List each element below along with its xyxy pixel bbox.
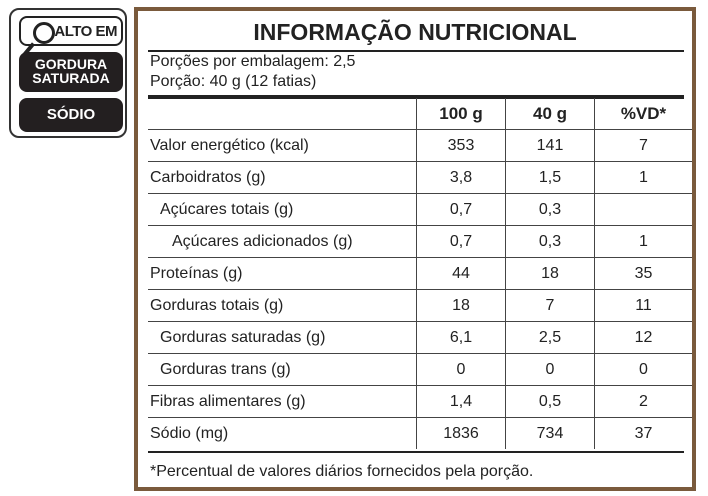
value-vd: 12: [594, 321, 692, 354]
nutrient-name: Proteínas (g): [148, 257, 417, 290]
value-vd: [594, 193, 692, 226]
column-header-serving: 40 g: [505, 98, 595, 130]
value-per-100g: 353: [416, 129, 506, 162]
nutrition-facts-panel: INFORMAÇÃO NUTRICIONAL Porções por embal…: [134, 7, 696, 491]
value-per-serving: 18: [505, 257, 595, 290]
seal-item-gordura-saturada: GORDURA SATURADA: [19, 52, 123, 92]
magnifier-icon: [33, 22, 55, 44]
value-vd: 37: [594, 417, 692, 449]
column-header-nutrient: [148, 98, 417, 130]
column-header-100g: 100 g: [416, 98, 506, 130]
panel-title: INFORMAÇÃO NUTRICIONAL: [253, 19, 577, 45]
value-per-serving: 734: [505, 417, 595, 449]
table-row: Valor energético (kcal) 353 141 7: [148, 129, 692, 162]
table-row: Gorduras saturadas (g) 6,1 2,5 12: [148, 321, 692, 354]
seal-line: SÓDIO: [46, 106, 96, 123]
value-per-serving: 0,3: [505, 225, 595, 258]
nutrition-table: 100 g 40 g %VD* Valor energético (kcal) 3…: [148, 98, 692, 449]
alto-em-header: ALTO EM: [19, 16, 123, 56]
serving-size: Porção: 40 g (12 fatias): [150, 73, 317, 90]
column-header-vd: %VD*: [594, 98, 692, 130]
nutrient-name: Sódio (mg): [148, 417, 417, 449]
table-row: Sódio (mg) 1836 734 37: [148, 417, 692, 449]
value-per-100g: 0: [416, 353, 506, 386]
nutrient-name: Açúcares adicionados (g): [148, 225, 417, 258]
seal-item-sodio: SÓDIO: [19, 98, 123, 132]
value-vd: 11: [594, 289, 692, 322]
value-per-serving: 0,5: [505, 385, 595, 418]
nutrient-name: Fibras alimentares (g): [148, 385, 417, 418]
table-row: Fibras alimentares (g) 1,4 0,5 2: [148, 385, 692, 418]
value-per-100g: 18: [416, 289, 506, 322]
seal-line: SATURADA: [32, 70, 110, 86]
value-vd: 35: [594, 257, 692, 290]
value-per-serving: 2,5: [505, 321, 595, 354]
nutrient-name: Açúcares totais (g): [148, 193, 417, 226]
value-per-serving: 0: [505, 353, 595, 386]
value-per-serving: 0,3: [505, 193, 595, 226]
value-per-100g: 0,7: [416, 225, 506, 258]
table-row: Açúcares adicionados (g) 0,7 0,3 1: [148, 225, 692, 258]
divider: [148, 50, 684, 52]
table-row: Açúcares totais (g) 0,7 0,3: [148, 193, 692, 226]
value-per-100g: 0,7: [416, 193, 506, 226]
table-row: Proteínas (g) 44 18 35: [148, 257, 692, 290]
servings-per-package: Porções por embalagem: 2,5: [150, 53, 356, 70]
value-per-100g: 44: [416, 257, 506, 290]
nutrient-name: Gorduras trans (g): [148, 353, 417, 386]
footnote: *Percentual de valores diários fornecido…: [150, 463, 534, 480]
table-row: Gorduras trans (g) 0 0 0: [148, 353, 692, 386]
nutrient-name: Gorduras saturadas (g): [148, 321, 417, 354]
table-row: Gorduras totais (g) 18 7 11: [148, 289, 692, 322]
value-per-100g: 3,8: [416, 161, 506, 194]
value-per-serving: 7: [505, 289, 595, 322]
divider: [148, 451, 684, 453]
value-vd: 0: [594, 353, 692, 386]
value-per-serving: 141: [505, 129, 595, 162]
nutrient-name: Gorduras totais (g): [148, 289, 417, 322]
table-row: Carboidratos (g) 3,8 1,5 1: [148, 161, 692, 194]
value-per-100g: 6,1: [416, 321, 506, 354]
value-per-100g: 1836: [416, 417, 506, 449]
value-vd: 1: [594, 161, 692, 194]
table-header-row: 100 g 40 g %VD*: [148, 98, 692, 130]
value-per-serving: 1,5: [505, 161, 595, 194]
nutrient-name: Carboidratos (g): [148, 161, 417, 194]
value-vd: 2: [594, 385, 692, 418]
value-vd: 7: [594, 129, 692, 162]
value-vd: 1: [594, 225, 692, 258]
alto-em-text: ALTO EM: [54, 23, 117, 40]
seal-line: GORDURA: [34, 56, 108, 72]
value-per-100g: 1,4: [416, 385, 506, 418]
thick-divider: [148, 95, 684, 99]
front-warning-seal: ALTO EM GORDURA SATURADA SÓDIO: [9, 8, 127, 138]
nutrient-name: Valor energético (kcal): [148, 129, 417, 162]
